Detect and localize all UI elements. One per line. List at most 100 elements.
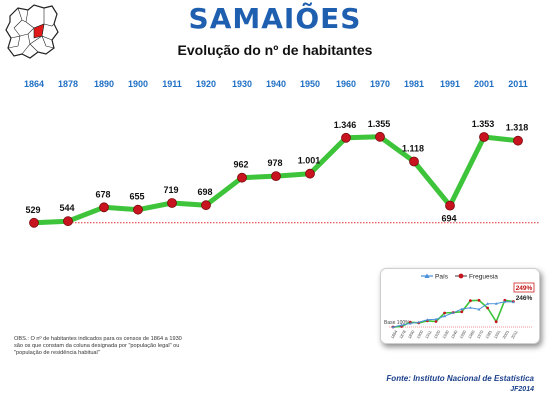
year-label-1911: 1911 bbox=[162, 79, 182, 89]
inset-point-pais-1890 bbox=[408, 321, 412, 325]
data-point-1930 bbox=[237, 172, 247, 183]
legend-marker-pais bbox=[424, 273, 430, 278]
data-point-1900 bbox=[133, 204, 143, 215]
inset-year-1960: 1960 bbox=[467, 329, 476, 340]
data-point-2001 bbox=[479, 132, 489, 142]
year-label-1981: 1981 bbox=[404, 79, 424, 89]
data-label-1920: 698 bbox=[197, 187, 212, 197]
data-label-1864: 529 bbox=[25, 205, 40, 215]
year-label-2001: 2001 bbox=[474, 79, 494, 89]
data-point-2011 bbox=[513, 135, 523, 146]
year-label-2011: 2011 bbox=[508, 79, 528, 89]
source-credit: Fonte: Instituto Nacional de Estatística bbox=[386, 374, 534, 383]
samaioes-parish-highlight bbox=[33, 23, 45, 39]
inset-point-pais-1960 bbox=[469, 306, 472, 309]
author-signature: JF2014 bbox=[510, 386, 534, 393]
annotation-freguesia: 249% bbox=[516, 285, 533, 292]
inset-year-1878: 1878 bbox=[398, 329, 407, 340]
parish-location-map bbox=[4, 2, 60, 62]
inset-year-1900: 1900 bbox=[415, 329, 424, 340]
inset-point-freguesia-1920 bbox=[434, 320, 438, 323]
inset-year-1890: 1890 bbox=[407, 329, 416, 340]
data-point-1970 bbox=[375, 131, 385, 142]
data-point-1991 bbox=[445, 200, 455, 211]
inset-year-1970: 1970 bbox=[476, 329, 485, 340]
inset-line-chart: País Freguesia Base 100% 249% 246% 1864 1878 18… bbox=[384, 273, 535, 340]
inset-point-freguesia-1970 bbox=[477, 298, 481, 302]
year-label-1890: 1890 bbox=[94, 79, 114, 89]
data-label-2001: 1.353 bbox=[472, 119, 495, 129]
data-label-1981: 1.118 bbox=[402, 144, 424, 154]
chart-subtitle: Evolução do nº de habitantes bbox=[177, 42, 373, 58]
census-note: OBS.: O nº de habitantes indicados para … bbox=[14, 336, 182, 356]
data-label-1930: 962 bbox=[233, 160, 248, 170]
inset-point-pais-1940 bbox=[451, 311, 455, 314]
inset-year-2001: 2001 bbox=[501, 329, 510, 340]
inset-point-pais-1970 bbox=[477, 307, 481, 311]
inset-point-pais-1920 bbox=[434, 317, 438, 321]
data-point-1890 bbox=[99, 202, 109, 213]
inset-point-freguesia-1960 bbox=[469, 299, 472, 303]
inset-point-freguesia-1981 bbox=[486, 306, 489, 310]
year-label-1940: 1940 bbox=[266, 79, 286, 89]
inset-year-1991: 1991 bbox=[493, 329, 502, 340]
annotation-pais: 246% bbox=[516, 295, 533, 302]
year-label-1900: 1900 bbox=[128, 79, 148, 89]
inset-point-pais-2011 bbox=[512, 300, 515, 304]
population-line-chart: 1864 1878 1890 1900 1911 1920 1930 1940 1950 1960… bbox=[24, 79, 540, 228]
data-label-1970: 1.355 bbox=[368, 119, 391, 129]
inset-base-label: Base 100% bbox=[384, 320, 410, 326]
data-point-1960 bbox=[341, 132, 351, 143]
data-label-1991: 694 bbox=[441, 214, 456, 224]
inset-point-pais-1900 bbox=[417, 320, 421, 324]
data-point-1878 bbox=[63, 216, 73, 227]
data-label-1890: 678 bbox=[95, 189, 110, 199]
data-label-2011: 1.318 bbox=[506, 123, 529, 133]
page-title: SAMAIÕES bbox=[188, 2, 362, 35]
inset-point-pais-1864 bbox=[391, 325, 395, 329]
year-label-1960: 1960 bbox=[336, 79, 356, 89]
inset-point-freguesia-1930 bbox=[443, 311, 446, 315]
inset-point-pais-1991 bbox=[494, 302, 498, 305]
year-label-1864: 1864 bbox=[24, 79, 44, 89]
inset-point-pais-1878 bbox=[400, 323, 403, 327]
inset-point-freguesia-1991 bbox=[494, 320, 498, 324]
legend-marker-freguesia bbox=[458, 273, 464, 279]
data-point-1940 bbox=[271, 171, 281, 182]
inset-point-pais-1950 bbox=[460, 307, 464, 311]
inset-point-pais-1930 bbox=[443, 314, 446, 318]
inset-comparison-chart: País Freguesia Base 100% 249% 246% 1864 1878 18… bbox=[380, 268, 540, 344]
inset-point-pais-2001 bbox=[503, 300, 507, 303]
data-label-1960: 1.346 bbox=[334, 120, 357, 130]
data-point-1950 bbox=[305, 168, 315, 179]
inset-year-1981: 1981 bbox=[484, 329, 493, 340]
data-label-1940: 978 bbox=[267, 158, 282, 168]
inset-point-pais-1911 bbox=[426, 318, 429, 321]
year-label-1970: 1970 bbox=[370, 79, 390, 89]
inset-year-2011: 2011 bbox=[510, 329, 519, 340]
annotation-freguesia-box bbox=[513, 282, 535, 293]
legend-label-pais: País bbox=[435, 274, 449, 281]
inset-year-1920: 1920 bbox=[433, 329, 442, 340]
inset-year-1930: 1930 bbox=[441, 329, 450, 340]
inset-year-1940: 1940 bbox=[450, 329, 459, 340]
year-label-1878: 1878 bbox=[58, 79, 78, 89]
data-label-1911: 719 bbox=[163, 185, 178, 195]
inset-point-freguesia-1950 bbox=[460, 310, 464, 314]
inset-year-1864: 1864 bbox=[390, 329, 399, 340]
inset-point-pais-1981 bbox=[486, 302, 489, 305]
data-point-1920 bbox=[201, 200, 211, 211]
year-label-1930: 1930 bbox=[232, 79, 252, 89]
inset-year-1950: 1950 bbox=[458, 329, 467, 340]
data-label-1900: 655 bbox=[129, 192, 144, 202]
data-point-1864 bbox=[29, 217, 39, 228]
year-label-1920: 1920 bbox=[196, 79, 216, 89]
year-label-1991: 1991 bbox=[440, 79, 460, 89]
data-label-1878: 544 bbox=[59, 203, 74, 213]
legend-label-freguesia: Freguesia bbox=[469, 274, 498, 281]
inset-year-1911: 1911 bbox=[424, 329, 433, 340]
data-point-1911 bbox=[167, 198, 177, 208]
data-point-1981 bbox=[409, 156, 419, 167]
year-label-1950: 1950 bbox=[300, 79, 320, 89]
